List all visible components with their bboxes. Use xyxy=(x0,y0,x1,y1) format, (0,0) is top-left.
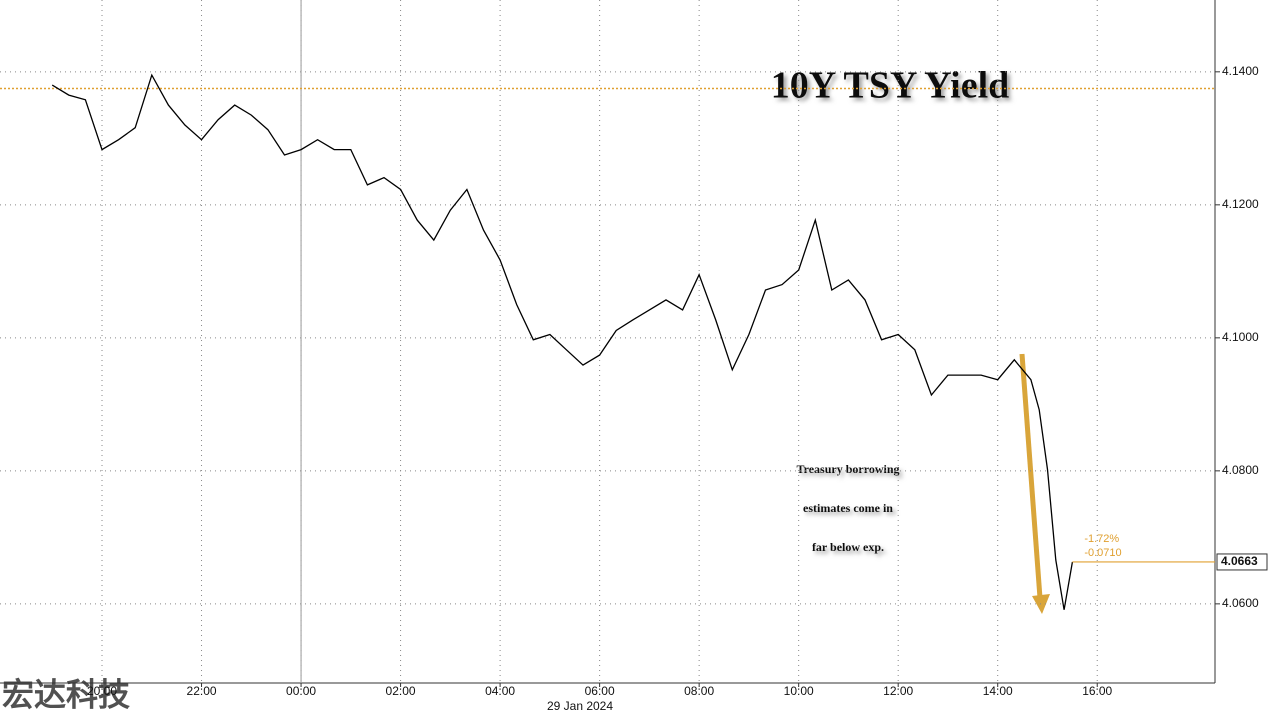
last-value-box xyxy=(1216,553,1268,571)
x-tick-label: 06:00 xyxy=(585,684,615,698)
annotation-line: Treasury borrowing xyxy=(796,462,899,476)
y-tick-label: 4.1200 xyxy=(1222,197,1259,211)
x-tick-label: 20:00 xyxy=(87,684,117,698)
x-tick-label: 12:00 xyxy=(883,684,913,698)
y-tick-label: 4.1400 xyxy=(1222,64,1259,78)
line-series xyxy=(51,73,1074,610)
watermark: 宏达科技 xyxy=(2,676,130,712)
x-tick-label: 22:00 xyxy=(187,684,217,698)
x-tick-label: 02:00 xyxy=(386,684,416,698)
annotation-arrow xyxy=(1019,353,1050,614)
x-tick-label: 16:00 xyxy=(1082,684,1112,698)
y-tick-label: 4.0600 xyxy=(1222,596,1259,610)
chart-title: 10Y TSY Yield xyxy=(771,65,1010,107)
change-label: -1.72% xyxy=(1084,533,1119,545)
x-tick-label: 08:00 xyxy=(684,684,714,698)
last-value-label: 4.0663 xyxy=(1221,554,1258,568)
y-tick-label: 4.0800 xyxy=(1222,463,1259,477)
change-label: -0.0710 xyxy=(1084,547,1121,559)
x-tick-label: 00:00 xyxy=(286,684,316,698)
x-tick-label: 14:00 xyxy=(983,684,1013,698)
annotation-line: estimates come in xyxy=(803,501,893,515)
annotation: Treasury borrowing estimates come in far… xyxy=(796,462,899,554)
x-tick-label: 10:00 xyxy=(784,684,814,698)
y-tick-label: 4.1000 xyxy=(1222,330,1259,344)
date-label: 29 Jan 2024 xyxy=(547,699,613,713)
annotation-line: far below exp. xyxy=(812,540,884,554)
x-tick-label: 04:00 xyxy=(485,684,515,698)
